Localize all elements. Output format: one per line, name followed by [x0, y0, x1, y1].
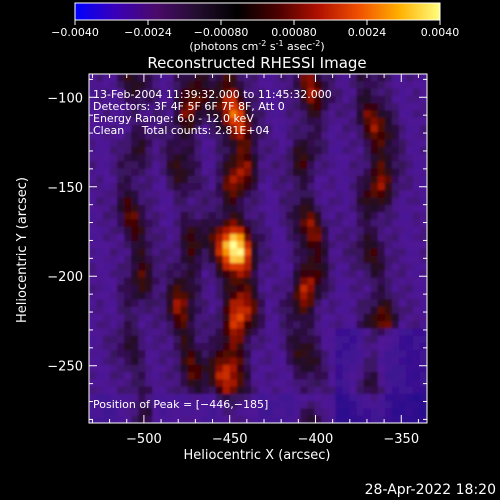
colorbar-tick-label: 0.0040 — [421, 26, 460, 39]
colorbar-ticks: −0.0040 −0.0024 −0.00080 0.00080 0.0024 0.004… — [51, 20, 459, 39]
footer-timestamp: 28-Apr-2022 18:20 — [365, 482, 496, 498]
y-tick-label: −250 — [47, 360, 83, 375]
rhessi-image — [89, 74, 427, 423]
info-line-energy: Energy Range: 6.0 - 12.0 keV — [93, 112, 254, 125]
observation-info: 13-Feb-2004 11:39:32.000 to 11:45:32.000… — [93, 88, 332, 137]
y-tick-label: −100 — [47, 91, 83, 106]
info-line-detectors: Detectors: 3F 4F 5F 6F 7F 8F, Att 0 — [93, 100, 285, 113]
axis-ticks: −500 −450 −400 −350 −100 −150 −200 −250 — [47, 74, 427, 447]
x-tick-label: −450 — [212, 432, 248, 447]
colorbar-tick-label: −0.00080 — [194, 26, 249, 39]
y-tick-label: −150 — [47, 181, 83, 196]
info-line-time: 13-Feb-2004 11:39:32.000 to 11:45:32.000 — [93, 88, 332, 101]
x-tick-label: −500 — [126, 432, 162, 447]
info-line-counts: Clean Total counts: 2.81E+04 — [93, 124, 270, 137]
colorbar — [74, 2, 441, 21]
colorbar-tick-label: 0.00080 — [271, 26, 317, 39]
chart-title: Reconstructed RHESSI Image — [147, 54, 366, 72]
plot-frame — [88, 73, 428, 424]
colorbar-unit-label: (photons cm-2 s-1 asec-2) — [189, 39, 324, 53]
y-tick-label: −200 — [47, 270, 83, 285]
x-axis-label: Heliocentric X (arcsec) — [184, 448, 331, 463]
x-tick-label: −350 — [383, 432, 419, 447]
x-tick-label: −400 — [298, 432, 334, 447]
y-axis-label: Heliocentric Y (arcsec) — [15, 177, 30, 323]
colorbar-tick-label: 0.0024 — [348, 26, 387, 39]
colorbar-tick-label: −0.0024 — [124, 26, 172, 39]
peak-annotation: Position of Peak = [−446,−185] — [93, 398, 268, 411]
colorbar-tick-label: −0.0040 — [51, 26, 99, 39]
